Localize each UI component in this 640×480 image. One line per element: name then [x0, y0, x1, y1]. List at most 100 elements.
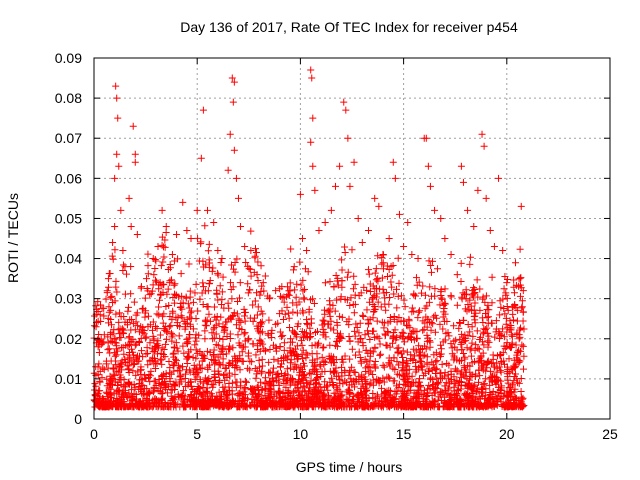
data-point-marker [313, 386, 321, 394]
data-point-marker [121, 290, 129, 298]
data-point-marker [95, 400, 103, 408]
data-point-marker [441, 299, 449, 307]
data-point-marker [482, 391, 490, 399]
data-point-marker [507, 389, 515, 397]
data-point-marker [506, 317, 514, 325]
data-point-marker [272, 287, 280, 295]
data-point-marker [343, 296, 351, 304]
data-point-marker [288, 338, 296, 346]
data-point-marker [480, 380, 488, 388]
y-tick-label: 0.09 [55, 50, 82, 66]
data-point-marker [119, 261, 127, 269]
data-point-marker [399, 347, 407, 355]
data-point-marker [345, 371, 353, 379]
data-point-marker [148, 345, 156, 353]
data-point-marker [186, 293, 194, 301]
data-point-marker [400, 329, 408, 337]
data-point-marker [457, 340, 465, 348]
data-point-marker [148, 287, 156, 295]
data-point-marker [177, 270, 185, 278]
data-point-marker [364, 349, 372, 357]
data-point-marker [435, 403, 443, 411]
data-point-marker [476, 372, 484, 380]
data-point-marker [113, 94, 121, 102]
data-point-marker [518, 304, 526, 312]
data-point-marker [272, 398, 280, 406]
data-point-marker [215, 378, 223, 386]
data-point-marker [415, 352, 423, 360]
data-point-marker [381, 331, 389, 339]
data-point-marker [137, 323, 145, 331]
data-point-marker [390, 395, 398, 403]
data-point-marker [133, 230, 141, 238]
data-point-marker [503, 279, 511, 287]
data-point-marker [231, 268, 239, 276]
data-point-marker [441, 300, 449, 308]
data-point-marker [369, 394, 377, 402]
data-point-marker [197, 154, 205, 162]
data-point-marker [254, 382, 262, 390]
data-point-marker [218, 301, 226, 309]
data-point-marker [192, 315, 200, 323]
data-point-marker [413, 389, 421, 397]
data-point-marker [222, 350, 230, 358]
data-point-marker [131, 158, 139, 166]
data-point-marker [495, 174, 503, 182]
data-point-marker [500, 285, 508, 293]
data-point-marker [308, 401, 316, 409]
data-point-marker [500, 333, 508, 341]
data-point-marker [394, 254, 402, 262]
data-point-marker [400, 243, 408, 251]
data-point-marker [157, 356, 165, 364]
data-point-marker [141, 309, 149, 317]
data-point-marker [220, 304, 228, 312]
data-point-marker [445, 384, 453, 392]
data-point-marker [201, 222, 209, 230]
data-point-marker [519, 342, 527, 350]
data-point-marker [274, 319, 282, 327]
data-point-marker [113, 288, 121, 296]
data-point-marker [201, 327, 209, 335]
data-point-marker [458, 397, 466, 405]
data-point-marker [315, 339, 323, 347]
data-point-marker [191, 341, 199, 349]
data-point-marker [129, 336, 137, 344]
data-point-marker [458, 330, 466, 338]
data-point-marker [379, 285, 387, 293]
data-point-marker [96, 378, 104, 386]
data-point-marker [389, 399, 397, 407]
data-point-marker [102, 295, 110, 303]
data-point-marker [363, 306, 371, 314]
data-point-marker [519, 308, 527, 316]
data-point-marker [431, 285, 439, 293]
data-point-marker [348, 345, 356, 353]
data-point-marker [323, 383, 331, 391]
y-tick-label: 0 [74, 411, 82, 427]
data-point-marker [464, 206, 472, 214]
data-point-marker [130, 298, 138, 306]
data-point-marker [378, 384, 386, 392]
data-point-marker [189, 393, 197, 401]
data-point-marker [125, 348, 133, 356]
data-point-marker [230, 265, 238, 273]
data-point-marker [162, 340, 170, 348]
data-point-marker [113, 382, 121, 390]
data-point-marker [100, 395, 108, 403]
data-point-marker [127, 326, 135, 334]
data-point-marker [290, 266, 298, 274]
data-point-marker [371, 398, 379, 406]
data-point-marker [206, 361, 214, 369]
data-point-marker [479, 403, 487, 411]
data-point-marker [474, 186, 482, 194]
data-point-marker [300, 332, 308, 340]
data-point-marker [159, 394, 167, 402]
data-point-marker [366, 357, 374, 365]
data-point-marker [185, 334, 193, 342]
data-point-marker [225, 315, 233, 323]
data-point-marker [516, 324, 524, 332]
data-point-marker [147, 367, 155, 375]
data-point-marker [427, 268, 435, 276]
data-point-marker [402, 362, 410, 370]
data-point-marker [455, 378, 463, 386]
data-point-marker [192, 346, 200, 354]
